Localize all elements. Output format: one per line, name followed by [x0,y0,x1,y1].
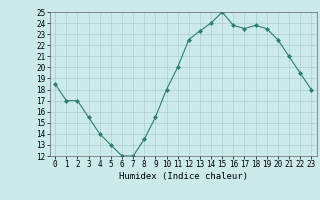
X-axis label: Humidex (Indice chaleur): Humidex (Indice chaleur) [119,172,248,181]
